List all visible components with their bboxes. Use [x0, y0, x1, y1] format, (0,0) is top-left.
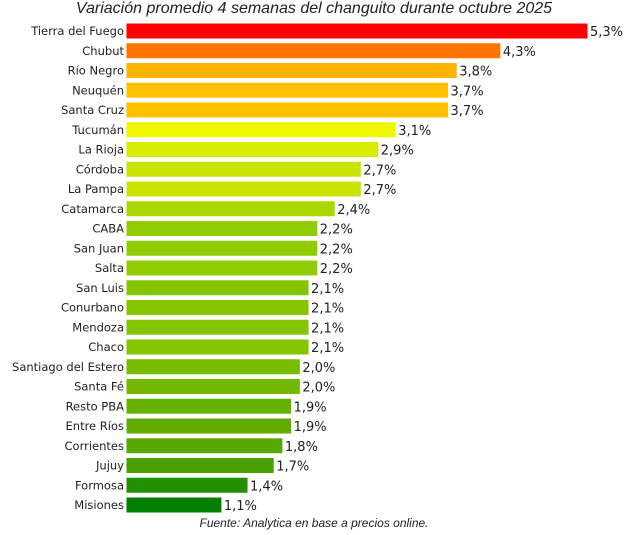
- category-label: Santa Cruz: [61, 103, 124, 117]
- bar: [125, 358, 301, 376]
- bar: [125, 42, 502, 60]
- data-label: 2,2%: [320, 242, 353, 257]
- data-label: 3,8%: [459, 65, 492, 80]
- category-label: San Luis: [76, 281, 124, 295]
- bar: [125, 279, 310, 297]
- category-label: Tucumán: [71, 123, 124, 137]
- category-label: Santa Fé: [74, 380, 124, 394]
- bar: [125, 160, 362, 178]
- category-label: Catamarca: [61, 202, 124, 216]
- bar: [125, 200, 336, 218]
- bar: [125, 299, 310, 316]
- bar: [125, 378, 301, 395]
- category-label: CABA: [92, 222, 124, 236]
- data-label: 2,4%: [337, 203, 370, 218]
- data-label: 1,9%: [294, 400, 327, 415]
- data-label: 3,1%: [398, 124, 431, 139]
- bar: [125, 101, 450, 119]
- category-label: La Rioja: [78, 143, 124, 157]
- category-label: Tierra del Fuego: [30, 24, 124, 38]
- data-label: 5,3%: [590, 25, 623, 40]
- data-label: 2,1%: [311, 321, 344, 336]
- category-label: Río Negro: [68, 64, 124, 78]
- data-label: 2,7%: [363, 163, 396, 178]
- chart-title: Variación promedio 4 semanas del changui…: [75, 0, 553, 17]
- category-label: Santiago del Estero: [12, 360, 124, 374]
- category-label: Misiones: [74, 498, 124, 512]
- data-label: 3,7%: [451, 84, 484, 99]
- data-label: 2,1%: [311, 302, 344, 317]
- bar: [125, 121, 397, 139]
- bar: [125, 437, 284, 455]
- category-label: San Juan: [74, 241, 124, 255]
- data-label: 1,9%: [294, 420, 327, 435]
- bar: [125, 141, 380, 158]
- bar: [125, 496, 223, 514]
- category-label: Mendoza: [72, 320, 124, 334]
- data-label: 2,0%: [302, 361, 335, 376]
- bar: [125, 259, 319, 277]
- data-label: 1,4%: [250, 479, 283, 494]
- data-label: 1,1%: [224, 499, 257, 514]
- category-label: Jujuy: [95, 459, 124, 473]
- bar: [125, 397, 293, 415]
- category-label: La Pampa: [68, 182, 124, 196]
- bar: [125, 220, 319, 237]
- category-label: Neuquén: [72, 83, 124, 97]
- data-label: 3,7%: [451, 104, 484, 119]
- data-label: 4,3%: [503, 45, 536, 60]
- category-label: Córdoba: [76, 162, 124, 176]
- bar: [125, 417, 293, 435]
- bar: [125, 180, 362, 198]
- category-label: Chubut: [82, 44, 124, 58]
- data-label: 2,1%: [311, 282, 344, 297]
- chart-source: Fuente: Analytica en base a precios onli…: [199, 516, 429, 530]
- category-label: Entre Ríos: [66, 419, 124, 433]
- bar: [125, 338, 310, 356]
- bar: [125, 476, 249, 494]
- bar: [125, 81, 450, 99]
- category-label: Chaco: [88, 340, 124, 354]
- category-label: Formosa: [75, 478, 124, 492]
- bar: [125, 62, 458, 79]
- category-label: Salta: [95, 261, 124, 275]
- data-label: 2,2%: [320, 223, 353, 238]
- bar: [125, 318, 310, 336]
- category-label: Corrientes: [65, 439, 124, 453]
- data-label: 2,1%: [311, 341, 344, 356]
- data-label: 2,2%: [320, 262, 353, 277]
- category-label: Resto PBA: [66, 399, 125, 413]
- bar: [125, 457, 275, 474]
- category-label: Conurbano: [61, 301, 124, 315]
- bar: [125, 239, 319, 257]
- data-label: 2,7%: [363, 183, 396, 198]
- bar: [125, 22, 589, 40]
- data-label: 1,8%: [285, 440, 318, 455]
- data-label: 2,0%: [302, 381, 335, 396]
- data-label: 2,9%: [381, 144, 414, 159]
- data-label: 1,7%: [276, 460, 309, 475]
